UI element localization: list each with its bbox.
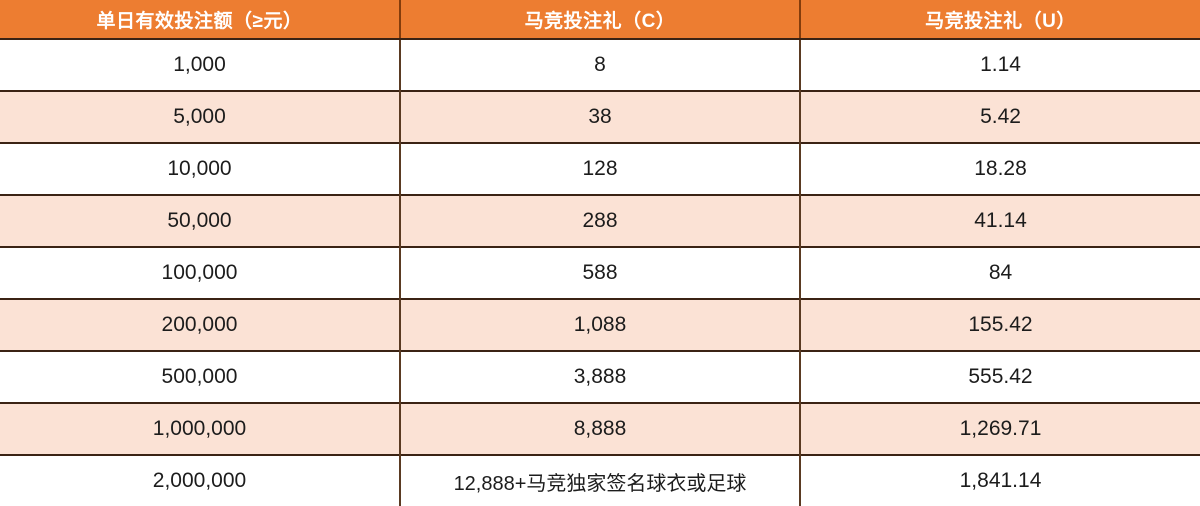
column-header-gift-c: 马竞投注礼（C）: [400, 0, 801, 40]
table-row: 50,000 288 41.14: [0, 194, 1200, 247]
cell-gift-u: 1.14: [800, 39, 1200, 91]
cell-daily-valid-stake: 5,000: [0, 90, 401, 143]
cell-gift-c: 1,088: [400, 298, 801, 351]
cell-gift-c: 8: [400, 39, 801, 91]
table-row: 1,000,000 8,888 1,269.71: [0, 402, 1200, 455]
table-row: 200,000 1,088 155.42: [0, 298, 1200, 351]
header-row: 单日有效投注额（≥元） 马竞投注礼（C） 马竞投注礼（U）: [0, 0, 1200, 40]
table-row: 1,000 8 1.14: [0, 39, 1200, 91]
table-row: 5,000 38 5.42: [0, 90, 1200, 143]
table-row: 500,000 3,888 555.42: [0, 350, 1200, 403]
column-header-daily-valid-stake: 单日有效投注额（≥元）: [0, 0, 401, 40]
table-row: 10,000 128 18.28: [0, 142, 1200, 195]
cell-gift-c: 3,888: [400, 350, 801, 403]
table-body: 1,000 8 1.14 5,000 38 5.42 10,000 128 18…: [0, 39, 1200, 506]
cell-gift-u: 84: [800, 246, 1200, 299]
cell-daily-valid-stake: 500,000: [0, 350, 401, 403]
cell-gift-c: 8,888: [400, 402, 801, 455]
cell-daily-valid-stake: 1,000: [0, 39, 401, 91]
cell-gift-u: 5.42: [800, 90, 1200, 143]
table-row: 2,000,000 12,888+马竞独家签名球衣或足球 1,841.14: [0, 454, 1200, 506]
cell-gift-u: 1,269.71: [800, 402, 1200, 455]
cell-daily-valid-stake: 50,000: [0, 194, 401, 247]
cell-daily-valid-stake: 100,000: [0, 246, 401, 299]
cell-daily-valid-stake: 2,000,000: [0, 454, 401, 506]
table-header: 单日有效投注额（≥元） 马竞投注礼（C） 马竞投注礼（U）: [0, 0, 1200, 40]
cell-daily-valid-stake: 200,000: [0, 298, 401, 351]
cell-gift-u: 18.28: [800, 142, 1200, 195]
cell-gift-u: 555.42: [800, 350, 1200, 403]
cell-gift-c: 588: [400, 246, 801, 299]
cell-gift-u: 155.42: [800, 298, 1200, 351]
cell-gift-c: 288: [400, 194, 801, 247]
cell-daily-valid-stake: 10,000: [0, 142, 401, 195]
column-header-gift-u: 马竞投注礼（U）: [800, 0, 1200, 40]
cell-daily-valid-stake: 1,000,000: [0, 402, 401, 455]
cell-gift-c: 128: [400, 142, 801, 195]
cell-gift-u: 41.14: [800, 194, 1200, 247]
cell-gift-c: 38: [400, 90, 801, 143]
table-row: 100,000 588 84: [0, 246, 1200, 299]
cell-gift-c: 12,888+马竞独家签名球衣或足球: [400, 454, 801, 506]
cell-gift-u: 1,841.14: [800, 454, 1200, 506]
